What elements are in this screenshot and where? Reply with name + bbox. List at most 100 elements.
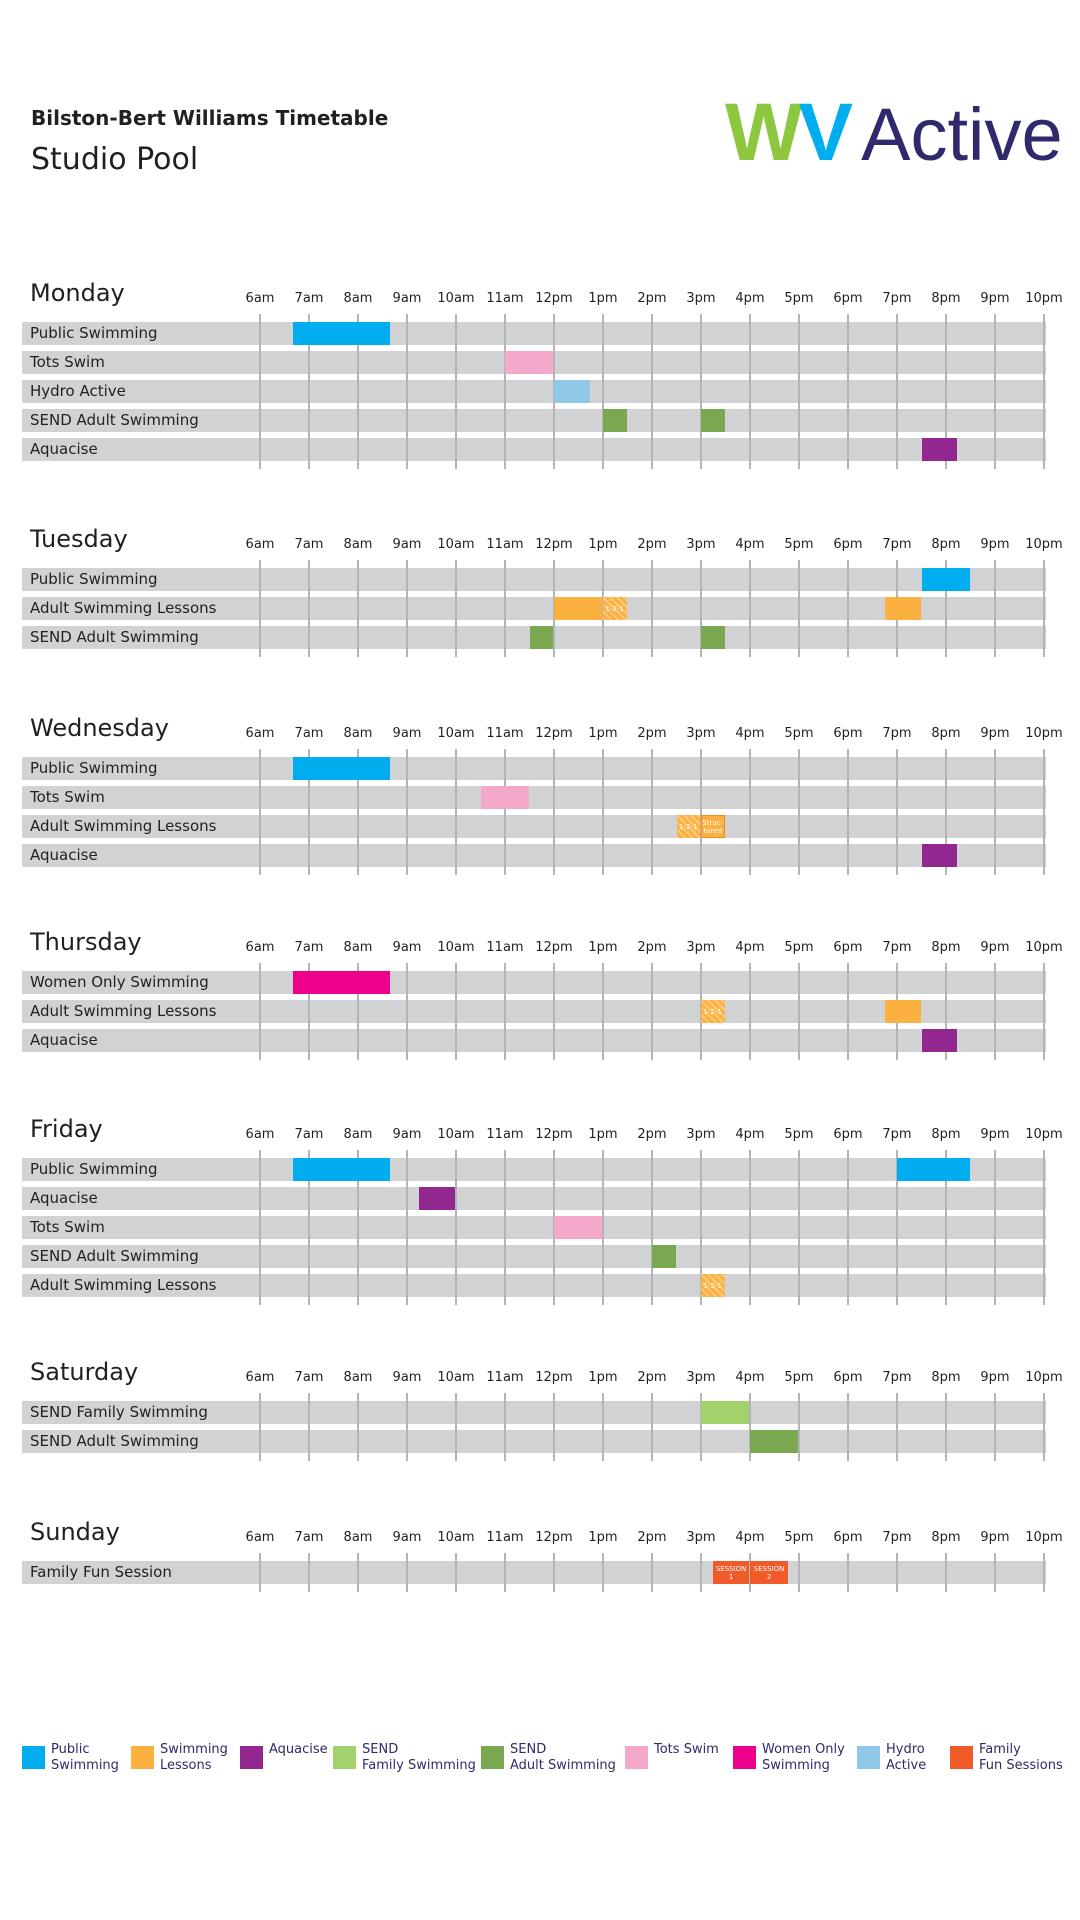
hour-label: 11am — [486, 940, 524, 955]
hour-gridline — [504, 560, 506, 657]
session-block-send-adult[interactable] — [603, 409, 627, 432]
hour-label: 11am — [486, 1370, 524, 1385]
session-block-public[interactable] — [292, 757, 390, 780]
session-block-public[interactable] — [292, 322, 390, 345]
row-background — [22, 786, 1046, 809]
session-block-send-family[interactable] — [701, 1401, 749, 1424]
session-block-send-adult[interactable] — [529, 626, 553, 649]
hour-gridline — [896, 1393, 898, 1461]
legend-item-tots: Tots Swim — [625, 1742, 719, 1769]
hour-label: 5pm — [784, 940, 814, 955]
session-block-aquacise[interactable] — [921, 1029, 958, 1052]
session-block-tots[interactable] — [554, 1216, 602, 1239]
hour-gridline — [1043, 314, 1045, 469]
hour-label: 10pm — [1025, 537, 1063, 552]
day-name: Tuesday — [30, 525, 128, 553]
row-background — [22, 1274, 1046, 1297]
day-name: Saturday — [30, 1358, 139, 1386]
legend-swatch — [131, 1746, 154, 1769]
session-block-tots[interactable] — [505, 351, 553, 374]
hour-gridline — [1043, 1553, 1045, 1592]
hour-label: 9pm — [980, 1370, 1010, 1385]
day-name: Thursday — [30, 928, 142, 956]
session-text: SESSION 1 — [715, 1564, 747, 1581]
day-section-monday: Monday 6am 7am 8am 9am 10am 11am 12pm 1pm 2pm 3pm 4… — [0, 279, 1080, 469]
hour-gridline — [259, 560, 261, 657]
session-block-lessons[interactable]: 1-2-1 — [701, 1000, 725, 1023]
hour-gridline — [651, 749, 653, 875]
session-block-women[interactable] — [292, 971, 390, 994]
session-block-hydro[interactable] — [554, 380, 590, 403]
hour-gridline — [504, 749, 506, 875]
hour-gridline — [1043, 1393, 1045, 1461]
session-block-public[interactable] — [897, 1158, 970, 1181]
hour-label: 8am — [343, 1370, 373, 1385]
session-block-lessons[interactable]: 1-2-1 — [603, 597, 627, 620]
session-block-send-adult[interactable] — [701, 626, 725, 649]
hour-label: 7am — [294, 537, 324, 552]
legend-item-family-fun: Family Fun Sessions — [950, 1742, 1063, 1774]
row-background — [22, 1216, 1046, 1239]
legend-swatch — [481, 1746, 504, 1769]
row-background — [22, 1158, 1046, 1181]
hour-label: 5pm — [784, 1127, 814, 1142]
legend-swatch — [333, 1746, 356, 1769]
session-block-lessons[interactable] — [554, 597, 602, 620]
hour-label: 1pm — [588, 1370, 618, 1385]
hour-label: 6pm — [833, 291, 863, 306]
logo-active: Active — [861, 93, 1063, 176]
session-block-send-adult[interactable] — [652, 1245, 676, 1268]
hour-gridline — [357, 749, 359, 875]
session-block-aquacise[interactable] — [921, 844, 958, 867]
session-block-send-adult[interactable] — [701, 409, 725, 432]
hour-gridline — [847, 314, 849, 469]
hour-label: 1pm — [588, 940, 618, 955]
session-block-tots[interactable] — [480, 786, 529, 809]
hour-gridline — [896, 1150, 898, 1305]
hour-label: 6am — [245, 1370, 275, 1385]
legend-swatch — [733, 1746, 756, 1769]
hour-label: 12pm — [535, 1127, 573, 1142]
hour-label: 5pm — [784, 726, 814, 741]
session-block-lessons[interactable] — [884, 1000, 921, 1023]
session-block-public[interactable] — [921, 568, 970, 591]
hour-label: 11am — [486, 537, 524, 552]
hour-label: 6am — [245, 537, 275, 552]
hour-label: 11am — [486, 726, 524, 741]
hour-label: 12pm — [535, 726, 573, 741]
hour-label: 3pm — [686, 726, 716, 741]
legend-label: SEND Adult Swimming — [510, 1742, 616, 1773]
session-block-lessons[interactable]: Struc- tured — [701, 815, 725, 838]
hour-gridline — [798, 560, 800, 657]
hour-gridline — [357, 1150, 359, 1305]
activity-label: Aquacise — [30, 1031, 98, 1049]
hour-gridline — [406, 749, 408, 875]
hour-gridline — [651, 560, 653, 657]
session-block-lessons[interactable] — [884, 597, 921, 620]
hour-label: 1pm — [588, 291, 618, 306]
hour-label: 3pm — [686, 537, 716, 552]
hour-gridline — [651, 963, 653, 1060]
hour-label: 3pm — [686, 1530, 716, 1545]
session-block-family-fun[interactable]: SESSION 2 — [750, 1561, 789, 1584]
legend-item-women: Women Only Swimming — [733, 1742, 845, 1774]
session-block-lessons[interactable]: 1-2-1 — [701, 1274, 725, 1297]
activity-label: Public Swimming — [30, 759, 158, 777]
session-block-public[interactable] — [292, 1158, 390, 1181]
session-block-lessons[interactable]: 1-2-1 — [676, 815, 700, 838]
hour-gridline — [749, 1150, 751, 1305]
session-block-aquacise[interactable] — [419, 1187, 455, 1210]
wv-active-logo: WV Active — [725, 92, 1063, 174]
hour-gridline — [651, 314, 653, 469]
row-background — [22, 1245, 1046, 1268]
session-block-send-adult[interactable] — [750, 1430, 798, 1453]
hour-label: 10am — [437, 1127, 475, 1142]
session-block-aquacise[interactable] — [921, 438, 958, 461]
row-background — [22, 568, 1046, 591]
hour-gridline — [504, 1393, 506, 1461]
hour-label: 7am — [294, 1530, 324, 1545]
session-block-family-fun[interactable]: SESSION 1 — [713, 1561, 749, 1584]
activity-label: Adult Swimming Lessons — [30, 599, 217, 617]
hour-label: 2pm — [637, 1530, 667, 1545]
hour-label: 3pm — [686, 291, 716, 306]
